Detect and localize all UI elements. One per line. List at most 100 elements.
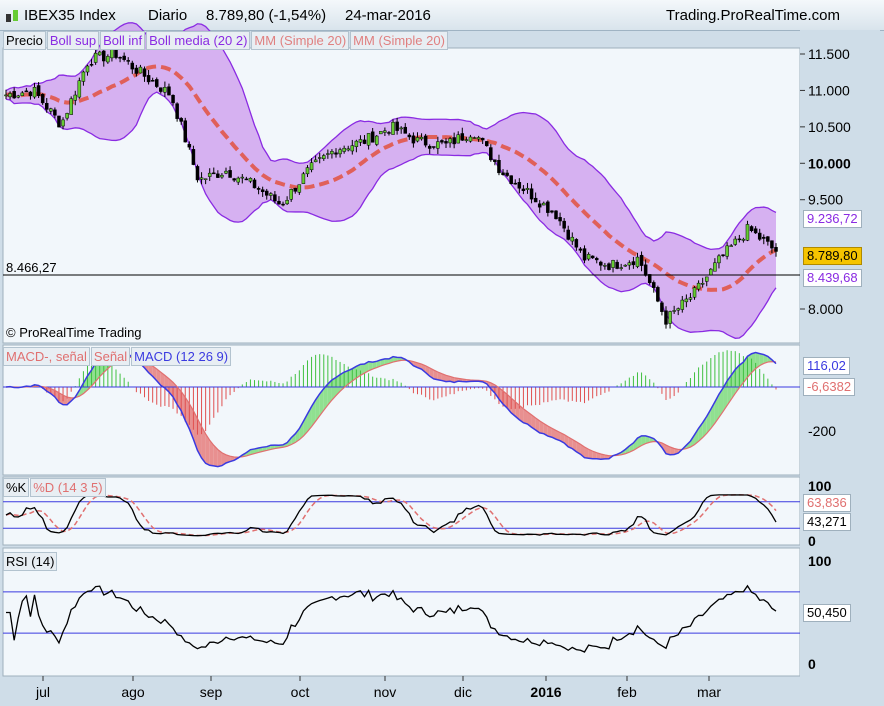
candle [40,94,45,104]
macd-fill [637,435,642,448]
candle [61,119,65,127]
candle [509,175,513,184]
candle [240,176,245,179]
legend-d[interactable]: %D (14 3 5) [30,478,106,497]
candle [554,210,558,220]
candle [403,126,408,134]
candle [643,264,648,276]
candle [607,263,611,270]
macd-fill [425,365,430,377]
candle [285,200,289,205]
candle [729,245,733,247]
hline-label: 8.466,27 [6,260,57,275]
x-tick-label: sep [200,684,223,700]
candle [163,86,167,93]
legend-boll-sup[interactable]: Boll sup [46,31,100,50]
boll-sup-tag: 9.236,72 [803,210,862,228]
macd-fill [535,417,540,433]
candle [106,56,110,63]
boll-inf-tag: 8.439,68 [803,269,862,287]
legend-macd[interactable]: MACD (12 26 9) [131,347,232,366]
macd-fill [759,353,764,366]
macd-fill [735,365,740,394]
date: 24-mar-2016 [345,7,431,24]
d-tag: 63,836 [803,494,851,512]
candle [395,121,399,131]
candle [370,131,375,143]
candle [521,188,526,192]
candle [203,178,208,180]
candle [537,203,542,208]
macd-fill [588,449,593,459]
macd-fill [670,446,675,455]
legend-k[interactable]: %K [3,478,30,497]
macd-fill [364,361,369,374]
candle [212,172,216,175]
candle [599,261,603,266]
macd-fill [303,413,308,437]
candle [289,189,293,200]
candle [635,256,640,267]
macd-fill [63,395,68,405]
candle [32,87,37,98]
legend-macd-hist[interactable]: MACD-, señal [3,347,90,366]
candle [762,236,766,239]
candle [480,137,485,141]
legend-price[interactable]: Precio [3,31,46,50]
macd-fill [576,441,581,455]
candle [297,184,302,193]
candle [354,140,359,147]
legend-boll-media[interactable]: Boll media (20 2) [146,31,251,50]
candle [615,261,619,269]
candle [639,254,644,266]
candle [248,177,253,182]
macd-fill [568,437,573,449]
copyright: © ProRealTime Trading [6,325,142,340]
macd-fill [291,433,296,445]
candle [8,93,12,98]
macd-fill [315,393,320,422]
candle [419,136,424,140]
candle [244,178,249,181]
candle [692,287,697,298]
candle [590,255,595,259]
macd-fill [209,440,214,466]
candle [501,172,505,176]
candle [346,148,350,151]
macd-fill [360,364,365,376]
legend-ma2[interactable]: MM (Simple 20) [350,31,448,50]
k-line [5,494,777,537]
candle [199,177,204,180]
stoch-tick: 100 [808,478,832,494]
candle [770,240,774,249]
candle [236,177,240,183]
macd-fill [727,375,732,406]
x-tick-label: nov [374,684,397,700]
candle [28,91,33,97]
candle [130,62,135,70]
legend-ma1[interactable]: MM (Simple 20) [251,31,350,50]
legend-signal[interactable]: Señal [90,347,131,366]
candle [252,179,257,189]
candle [264,190,269,196]
legend-boll-inf[interactable]: Boll inf [100,31,146,50]
macd-tick: -200 [808,423,836,439]
macd-fill [690,434,695,448]
macd-fill [336,374,341,396]
candle [110,49,114,59]
macd-fill [433,370,438,380]
macd-fill [547,425,552,438]
candle [102,50,106,62]
candle [179,118,183,122]
macd-fill [494,384,499,400]
macd-fill [164,375,169,392]
macd-fill [527,411,532,428]
macd-fill [344,370,349,388]
candle [566,229,570,240]
legend-rsi[interactable]: RSI (14) [3,552,58,571]
candle [20,92,25,96]
y-tick-label: 9.500 [808,192,843,208]
candle [713,262,717,272]
candle [97,51,102,56]
